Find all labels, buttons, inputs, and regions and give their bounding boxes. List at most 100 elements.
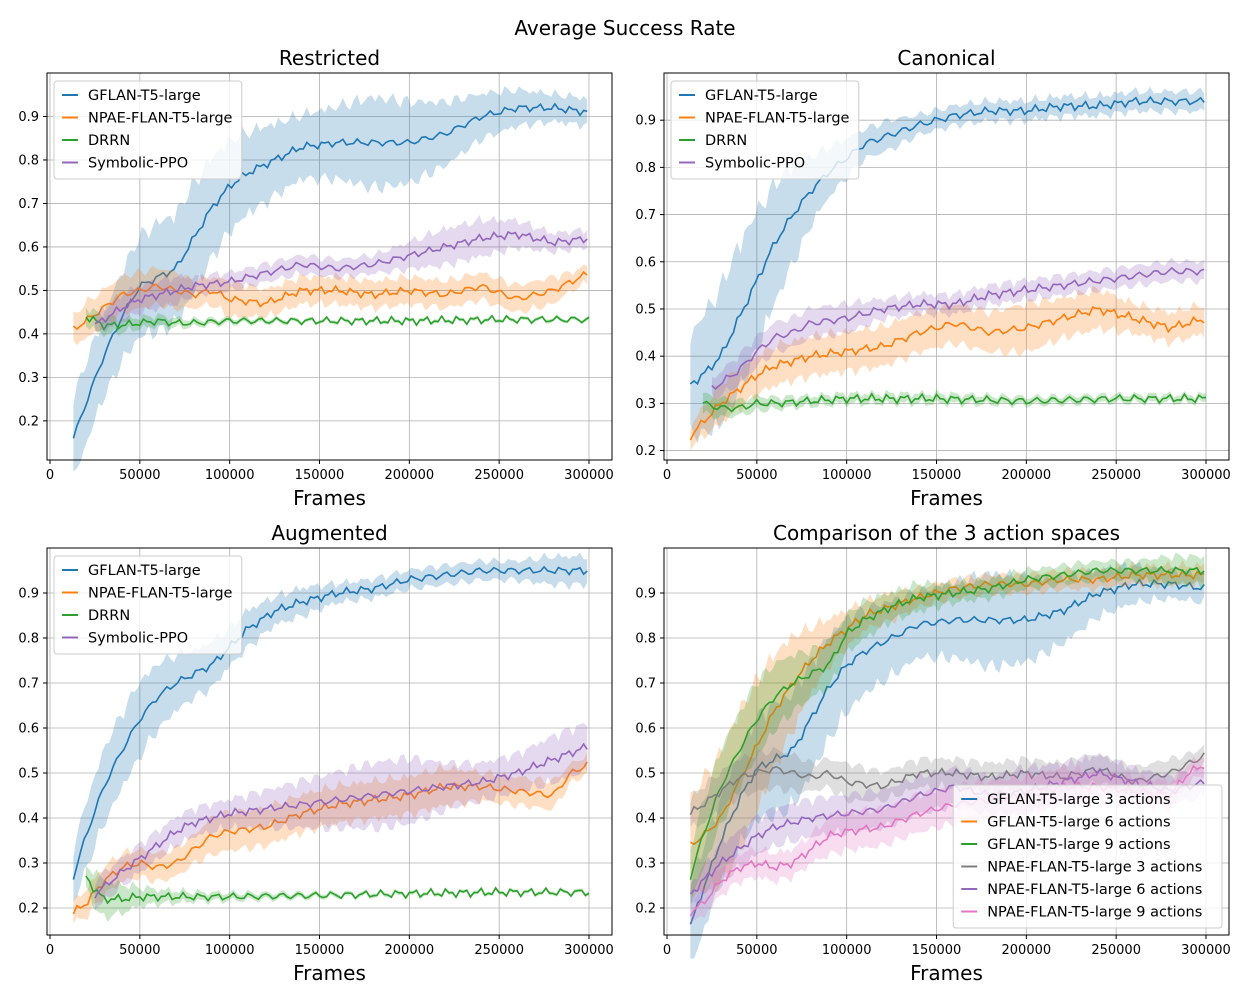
series-npae-flan-t5-large bbox=[72, 752, 588, 924]
series-drrn bbox=[702, 389, 1207, 420]
series-band-npae-flan-t5-large bbox=[73, 752, 588, 924]
axes-frame bbox=[663, 72, 1230, 461]
legend-entry: Symbolic-PPO bbox=[705, 156, 805, 172]
series-gflan-t5-large-9-actions bbox=[689, 552, 1205, 910]
x-tick-label: 200000 bbox=[1002, 468, 1052, 483]
x-tick-label: 50000 bbox=[736, 943, 777, 958]
x-tick-label: 50000 bbox=[736, 468, 777, 483]
y-tick-label: 0.9 bbox=[18, 110, 39, 125]
legend-entry: GFLAN-T5-large bbox=[705, 88, 818, 104]
series-drrn bbox=[85, 865, 590, 923]
series-gflan-t5-large-3-actions bbox=[689, 561, 1205, 959]
y-tick-label: 0.3 bbox=[635, 857, 656, 872]
x-tick-label: 100000 bbox=[822, 943, 872, 958]
series-band-symbolic-ppo bbox=[94, 215, 588, 333]
series-band-symbolic-ppo bbox=[94, 723, 588, 911]
legend-entry: NPAE-FLAN-T5-large bbox=[88, 586, 233, 602]
y-tick-label: 0.3 bbox=[635, 397, 656, 412]
figure-title: Average Success Rate bbox=[514, 16, 735, 40]
legend-box bbox=[53, 80, 243, 180]
y-tick-label: 0.4 bbox=[635, 812, 656, 827]
x-tick-label: 100000 bbox=[205, 943, 255, 958]
series-line-drrn bbox=[85, 314, 590, 332]
series-line-gflan-t5-large-9-actions bbox=[689, 565, 1205, 880]
legend-entry: NPAE-FLAN-T5-large 3 actions bbox=[987, 860, 1202, 876]
y-tick-label: 0.6 bbox=[18, 240, 39, 255]
panel-title: Canonical bbox=[897, 46, 995, 70]
legend-entry: NPAE-FLAN-T5-large 9 actions bbox=[987, 905, 1202, 921]
axes-frame bbox=[46, 547, 613, 936]
y-tick-label: 0.4 bbox=[18, 812, 39, 827]
series-band-npae-flan-t5-large-3-actions bbox=[690, 744, 1205, 828]
series-line-npae-flan-t5-large-6-actions bbox=[689, 767, 1205, 895]
x-axis-label: Frames bbox=[293, 486, 366, 510]
series-band-gflan-t5-large bbox=[73, 86, 588, 472]
legend-entry: GFLAN-T5-large bbox=[88, 88, 201, 104]
series-band-drrn bbox=[85, 865, 590, 923]
x-axis-label: Frames bbox=[910, 486, 983, 510]
x-tick-label: 150000 bbox=[912, 943, 962, 958]
axes-frame bbox=[46, 72, 613, 461]
x-tick-label: 250000 bbox=[474, 468, 524, 483]
series-band-gflan-t5-large-3-actions bbox=[690, 561, 1205, 959]
panel-canonical: 0 50000 100000 150000 200000 250000 300000 0.2 0… bbox=[635, 46, 1231, 510]
series-drrn bbox=[85, 307, 590, 338]
y-tick-label: 0.8 bbox=[18, 153, 39, 168]
x-axis-label: Frames bbox=[910, 961, 983, 985]
y-tick-label: 0.4 bbox=[18, 327, 39, 342]
x-tick-label: 0 bbox=[663, 943, 671, 958]
series-band-symbolic-ppo bbox=[711, 257, 1205, 400]
x-tick-label: 150000 bbox=[295, 468, 345, 483]
legend-entry: GFLAN-T5-large bbox=[88, 563, 201, 579]
x-tick-label: 200000 bbox=[1002, 943, 1052, 958]
x-tick-label: 300000 bbox=[564, 468, 614, 483]
legend-entry: GFLAN-T5-large 6 actions bbox=[987, 815, 1170, 831]
axes-frame bbox=[663, 547, 1230, 936]
series-line-gflan-t5-large bbox=[72, 565, 588, 880]
y-tick-label: 0.7 bbox=[18, 677, 39, 692]
legend-entry: DRRN bbox=[88, 608, 130, 624]
y-tick-label: 0.9 bbox=[635, 114, 656, 129]
y-tick-label: 0.2 bbox=[635, 444, 656, 459]
x-axis-label: Frames bbox=[293, 961, 366, 985]
series-line-npae-flan-t5-large bbox=[689, 306, 1205, 441]
y-tick-label: 0.5 bbox=[635, 302, 656, 317]
legend-entry: GFLAN-T5-large 3 actions bbox=[987, 792, 1170, 808]
series-gflan-t5-large bbox=[72, 552, 588, 903]
legend-box bbox=[952, 784, 1223, 929]
series-line-gflan-t5-large bbox=[689, 95, 1205, 386]
x-tick-label: 100000 bbox=[822, 468, 872, 483]
legend-entry: NPAE-FLAN-T5-large bbox=[88, 111, 233, 127]
y-tick-label: 0.3 bbox=[18, 857, 39, 872]
x-tick-label: 300000 bbox=[1181, 468, 1231, 483]
x-tick-label: 250000 bbox=[1091, 943, 1141, 958]
series-line-gflan-t5-large-3-actions bbox=[689, 578, 1205, 925]
legend: GFLAN-T5-large NPAE-FLAN-T5-large DRRN Symb… bbox=[53, 80, 243, 180]
series-line-npae-flan-t5-large bbox=[72, 270, 588, 331]
panel-title: Comparison of the 3 action spaces bbox=[773, 521, 1120, 545]
x-tick-label: 200000 bbox=[385, 468, 435, 483]
y-tick-label: 0.8 bbox=[635, 632, 656, 647]
legend: GFLAN-T5-large 3 actions GFLAN-T5-large 6… bbox=[952, 784, 1223, 929]
series-band-gflan-t5-large-6-actions bbox=[690, 560, 1205, 899]
series-band-drrn bbox=[702, 389, 1206, 420]
y-tick-label: 0.7 bbox=[18, 197, 39, 212]
legend: GFLAN-T5-large NPAE-FLAN-T5-large DRRN Symb… bbox=[53, 555, 243, 655]
panel-comparison-of-the-3-action-spaces: 0 50000 100000 150000 200000 250000 300000 0.2 0… bbox=[635, 521, 1231, 985]
legend-entry: GFLAN-T5-large 9 actions bbox=[987, 837, 1170, 853]
series-npae-flan-t5-large bbox=[689, 285, 1205, 451]
legend-entry: DRRN bbox=[88, 133, 130, 149]
panel-title: Restricted bbox=[279, 46, 380, 70]
y-tick-label: 0.2 bbox=[635, 902, 656, 917]
y-tick-label: 0.5 bbox=[18, 284, 39, 299]
series-line-drrn bbox=[85, 875, 590, 905]
x-tick-label: 150000 bbox=[295, 943, 345, 958]
legend-entry: Symbolic-PPO bbox=[88, 156, 188, 172]
series-gflan-t5-large bbox=[72, 86, 588, 472]
legend-box bbox=[670, 80, 860, 180]
panel-restricted: 0 50000 100000 150000 200000 250000 300000 0.2 0… bbox=[18, 46, 614, 510]
legend-box bbox=[53, 555, 243, 655]
x-tick-label: 100000 bbox=[205, 468, 255, 483]
y-tick-label: 0.9 bbox=[635, 587, 656, 602]
